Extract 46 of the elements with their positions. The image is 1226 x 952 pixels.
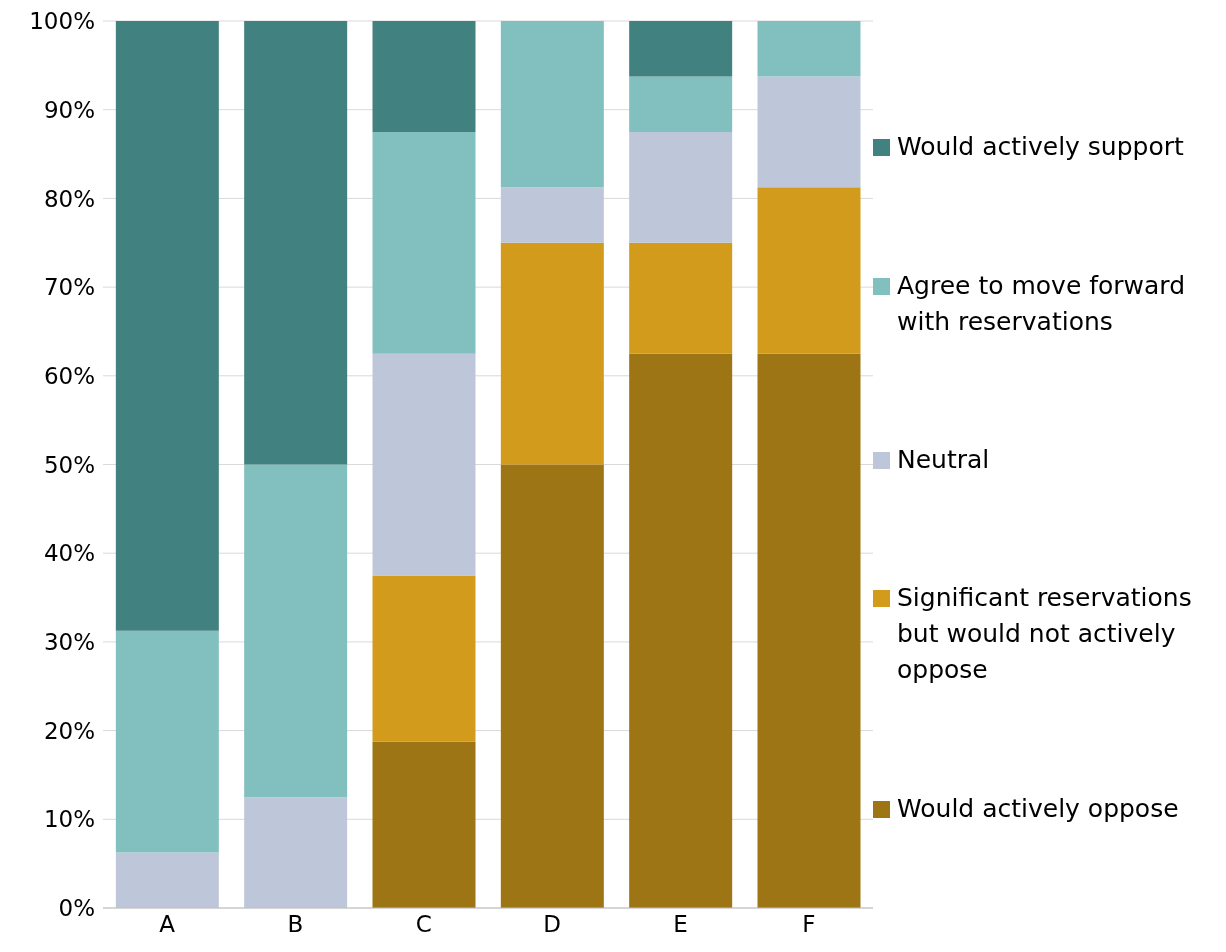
y-tick-label: 10% [43,806,95,833]
y-tick-label: 20% [43,717,95,744]
bar [629,76,733,132]
y-tick-label: 80% [43,185,95,212]
bar [629,242,733,354]
legend-label: Agree to move forward with reservations [897,269,1187,338]
y-tick-label: 40% [43,540,95,567]
y-tick-label: 0% [58,895,95,922]
bar [629,353,733,908]
y-tick-label: 100% [29,8,95,35]
bar [115,630,219,853]
bar [115,852,219,908]
x-tick-label: B [287,911,304,938]
bar [372,575,476,742]
legend-label: Would actively oppose [897,792,1179,825]
y-tick-label: 90% [43,96,95,123]
y-tick-label: 70% [43,274,95,301]
y-tick-label: 30% [43,629,95,656]
bar [500,187,604,243]
y-tick-label: 50% [43,451,95,478]
bar [757,187,861,354]
bar [372,741,476,908]
bar [757,76,861,188]
legend-label: Neutral [897,443,990,476]
bar [244,797,348,908]
bar [244,464,348,798]
bar [500,242,604,465]
bar [115,21,219,631]
x-tick-label: E [673,911,688,938]
legend-label: Significant reservations but would not actively oppose [897,582,1193,687]
bar [372,353,476,576]
bar [629,131,733,243]
bar [500,21,604,188]
bar [629,21,733,77]
x-tick-label: C [415,911,432,938]
bar [244,21,348,465]
bar [500,464,604,908]
bar [372,131,476,354]
x-tick-label: D [543,911,562,938]
bar [372,21,476,132]
legend-label: Would actively support [897,131,1184,164]
bar [757,353,861,908]
y-tick-label: 60% [43,362,95,389]
bar [757,21,861,77]
x-tick-label: F [802,911,816,938]
x-tick-label: A [159,911,176,938]
